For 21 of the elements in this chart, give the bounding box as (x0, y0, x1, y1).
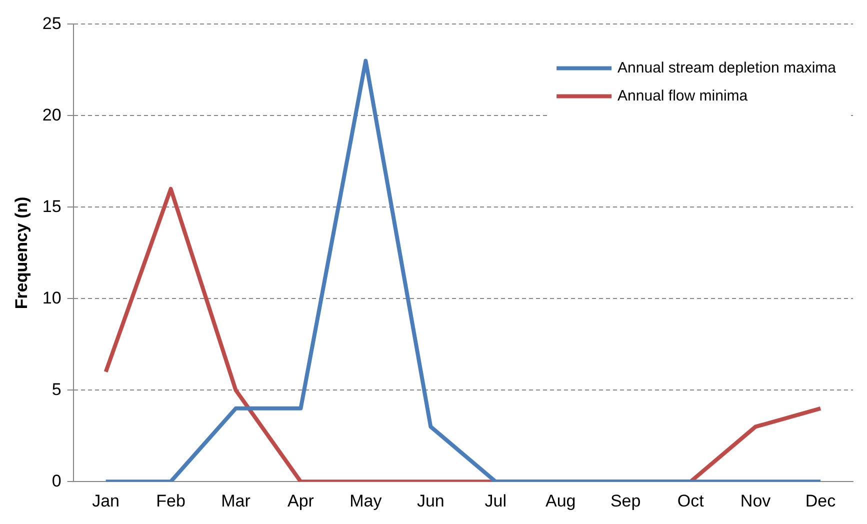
x-tick-label: May (350, 491, 382, 510)
x-tick-label: Jul (484, 491, 507, 510)
x-tick-label: Mar (221, 491, 251, 510)
x-tick-label: Jan (92, 491, 120, 510)
y-tick-label: 20 (42, 105, 62, 124)
x-tick-label: Apr (287, 491, 314, 510)
y-axis-title: Frequency (n) (12, 196, 31, 310)
x-tick-label: Dec (805, 491, 836, 510)
legend-label: Annual stream depletion maxima (618, 59, 837, 76)
y-tick-label: 0 (52, 471, 62, 490)
y-tick-label: 15 (42, 196, 62, 216)
y-tick-label: 10 (42, 288, 62, 308)
legend-label: Annual flow minima (618, 87, 748, 104)
y-tick-label: 5 (52, 380, 62, 399)
y-tick-label: 25 (42, 14, 62, 33)
x-tick-label: Aug (545, 491, 576, 510)
x-tick-label: Sep (610, 491, 641, 510)
x-tick-label: Feb (156, 491, 186, 510)
x-tick-label: Nov (740, 491, 772, 510)
x-tick-label: Oct (677, 491, 704, 510)
x-tick-label: Jun (416, 491, 444, 510)
